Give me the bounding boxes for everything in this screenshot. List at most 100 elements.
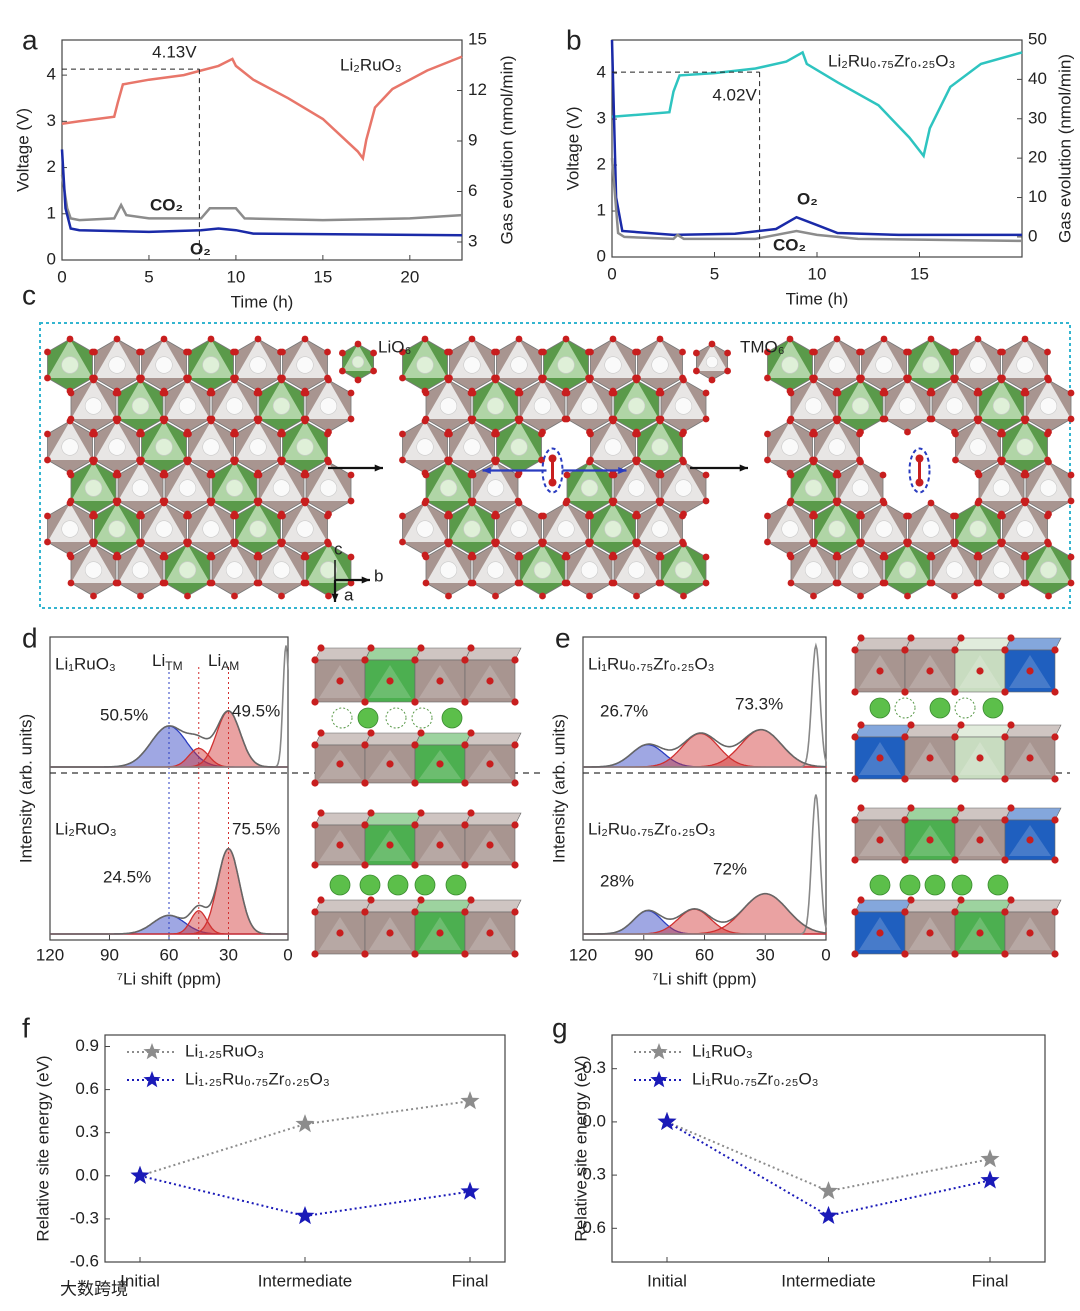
- oxygen: [610, 553, 618, 561]
- site-label-base: Li: [152, 651, 165, 670]
- oxygen: [811, 348, 818, 356]
- oxygen: [361, 908, 369, 916]
- oxygen: [1067, 579, 1075, 587]
- oxygen: [114, 579, 122, 587]
- cation: [580, 397, 599, 415]
- share-label: 28%: [600, 871, 634, 890]
- oxygen: [317, 809, 325, 817]
- oxygen: [904, 540, 911, 548]
- oxygen: [702, 553, 710, 561]
- oxygen: [302, 553, 310, 561]
- x-axis-label: Time (h): [231, 292, 294, 311]
- oxygen: [367, 809, 375, 817]
- oxygen: [680, 376, 687, 384]
- oxygen: [999, 512, 1006, 520]
- series-label: CO₂: [150, 195, 183, 214]
- oxygen: [367, 644, 375, 652]
- li-atom: [987, 874, 1009, 896]
- li-atom: [414, 874, 436, 896]
- y-tick-label: 4: [597, 63, 606, 82]
- oxygen: [386, 929, 394, 937]
- cation: [1039, 479, 1058, 497]
- x-tick-label: 10: [808, 264, 827, 283]
- oxygen: [138, 512, 145, 520]
- oxygen: [951, 646, 959, 654]
- oxygen: [633, 458, 640, 466]
- y-tick-label: 0.9: [75, 1036, 99, 1055]
- oxygen: [901, 856, 909, 864]
- oxygen: [857, 804, 865, 812]
- li-vacancy: [411, 707, 433, 729]
- oxygen: [834, 553, 842, 561]
- oxygen: [952, 456, 959, 464]
- oxygen: [1001, 816, 1009, 824]
- oxygen: [91, 430, 98, 438]
- oxygen: [90, 540, 97, 548]
- oxygen: [461, 698, 469, 706]
- oxygen: [702, 471, 710, 479]
- oxygen: [679, 348, 686, 356]
- x-axis-label: ⁷Li shift (ppm): [117, 969, 221, 988]
- oxygen: [1026, 667, 1034, 675]
- cation: [84, 397, 103, 415]
- cation: [249, 356, 267, 374]
- series-label: Li₂RuO₃: [340, 55, 402, 74]
- series-line: [666, 1120, 991, 1193]
- oxygen: [1051, 856, 1059, 864]
- series-label: CO₂: [773, 235, 806, 254]
- series-label: O₂: [797, 189, 818, 208]
- oxygen: [446, 348, 453, 356]
- oxygen: [810, 376, 817, 384]
- cation: [781, 356, 799, 374]
- series-line: [61, 55, 463, 162]
- annotation-label: 4.13V: [152, 43, 197, 62]
- cation: [155, 356, 173, 374]
- oxygen: [367, 729, 375, 737]
- y2-tick-label: 6: [468, 181, 477, 200]
- cation: [296, 356, 314, 374]
- oxygen: [422, 389, 430, 397]
- cation: [84, 561, 103, 579]
- cation: [416, 520, 434, 538]
- oxygen: [137, 592, 144, 600]
- oxygen: [347, 389, 355, 397]
- cation: [272, 561, 291, 579]
- cation: [604, 438, 622, 456]
- oxygen: [951, 733, 959, 741]
- sample-label: Li₁Ru₀.₇₅Zr₀.₂₅O₃: [588, 654, 715, 673]
- oxygen: [90, 458, 97, 466]
- oxygen: [255, 579, 263, 587]
- oxygen: [461, 741, 469, 749]
- oxygen: [610, 579, 618, 587]
- oxygen: [587, 430, 594, 438]
- oxygen: [680, 458, 687, 466]
- oxygen: [586, 458, 593, 466]
- oxygen: [515, 499, 523, 507]
- oxygen: [952, 430, 959, 438]
- cation: [898, 561, 917, 579]
- oxygen: [834, 389, 842, 397]
- series-line: [610, 39, 1022, 237]
- oxygen: [160, 417, 168, 425]
- oxygen: [974, 417, 982, 425]
- oxygen: [336, 929, 344, 937]
- oxygen: [901, 950, 909, 958]
- cation: [108, 356, 126, 374]
- oxygen: [231, 458, 238, 466]
- oxygen: [951, 540, 958, 548]
- x-tick-label: Final: [972, 1271, 1009, 1290]
- share-label: 49.5%: [232, 701, 280, 720]
- x-tick-label: 90: [100, 945, 119, 964]
- axis-name: b: [374, 566, 383, 585]
- oxygen: [399, 374, 406, 382]
- oxygen: [724, 367, 731, 375]
- oxygen: [951, 775, 959, 783]
- oxygen: [493, 430, 500, 438]
- cation: [674, 397, 693, 415]
- oxygen: [702, 497, 710, 505]
- oxygen: [1051, 816, 1059, 824]
- oxygen: [339, 367, 346, 375]
- oxygen: [347, 497, 355, 505]
- oxygen: [184, 540, 191, 548]
- oxygen: [445, 376, 452, 384]
